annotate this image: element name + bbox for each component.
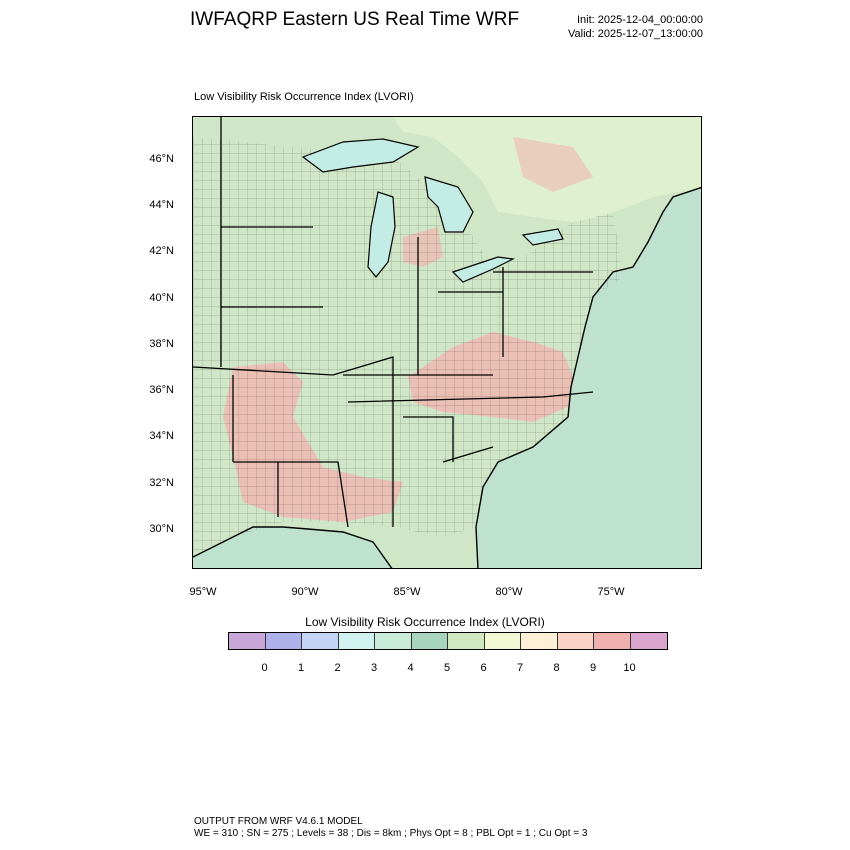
colorbar-tick-label: 3 [370,662,378,674]
colorbar-tick-label: 9 [589,662,597,674]
county-grid [193,137,623,557]
colorbar-title: Low Visibility Risk Occurrence Index (LV… [305,615,545,629]
colorbar-swatch [484,633,521,649]
lat-label-46n: 46°N [149,153,174,165]
init-time: Init: 2025-12-04_00:00:00 [577,14,703,26]
colorbar-swatch [302,633,339,649]
colorbar [228,632,668,650]
lat-label-30n: 30°N [149,523,174,535]
main-title: IWFAQRP Eastern US Real Time WRF [190,9,520,30]
lat-label-40n: 40°N [149,292,174,304]
colorbar-tick-label: 6 [480,662,487,674]
map-canvas [193,117,701,568]
colorbar-swatch [594,633,631,649]
lake-ontario [521,228,564,246]
state-boundaries [193,117,594,528]
colorbar-tick-label: 5 [443,662,451,674]
colorbar-swatch [338,633,375,649]
colorbar-tick-label: 1 [297,662,305,674]
lat-label-34n: 34°N [149,430,174,442]
lon-label-80w: 80°W [495,586,523,598]
risk-patch-canada [513,137,593,192]
colorbar-tick-label: 10 [623,662,636,674]
lon-label-85w: 85°W [393,586,421,598]
colorbar-tick-label: 2 [334,662,341,674]
lake-superior [301,138,420,173]
lake-huron [424,176,474,233]
colorbar-swatch [448,633,485,649]
colorbar-tick-label: 7 [516,662,524,674]
lake-michigan [367,191,396,278]
colorbar-swatch [557,633,594,649]
gulf-coastline [193,526,393,568]
panel-title: Low Visibility Risk Occurrence Index (LV… [194,91,414,103]
coastline [475,186,701,568]
footer-config-line: WE = 310 ; SN = 275 ; Levels = 38 ; Dis … [194,828,588,839]
lat-label-36n: 36°N [149,384,174,396]
map-panel [192,116,702,569]
lon-label-75w: 75°W [597,586,625,598]
lat-label-44n: 44°N [149,199,174,211]
colorbar-swatch [411,633,448,649]
colorbar-tick-label: 4 [407,662,414,674]
footer-model-line: OUTPUT FROM WRF V4.6.1 MODEL [194,816,363,827]
lat-label-42n: 42°N [149,245,174,257]
lake-erie [451,256,516,283]
colorbar-swatch [375,633,412,649]
colorbar-tick-label: 8 [553,662,560,674]
colorbar-swatch [630,633,667,649]
colorbar-tick-label: 0 [261,662,268,674]
lat-label-32n: 32°N [149,477,174,489]
colorbar-swatch [229,633,266,649]
lon-label-95w: 95°W [189,586,217,598]
valid-time: Valid: 2025-12-07_13:00:00 [568,28,703,40]
lat-label-38n: 38°N [149,338,174,350]
colorbar-swatch [265,633,302,649]
colorbar-swatch [521,633,558,649]
lon-label-90w: 90°W [291,586,319,598]
